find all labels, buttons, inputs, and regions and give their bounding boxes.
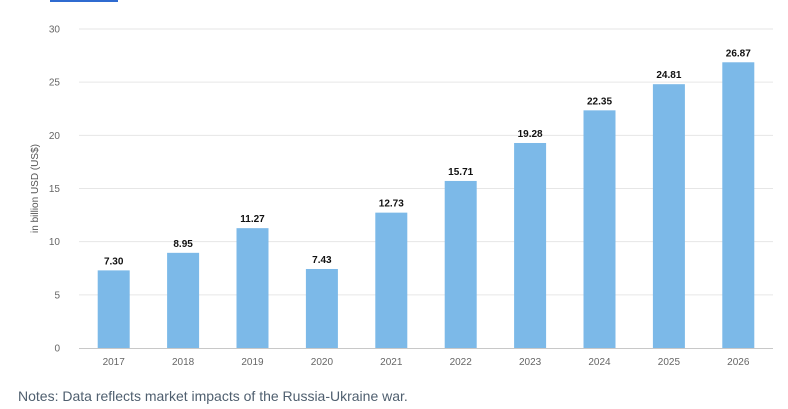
bars <box>97 62 755 348</box>
y-axis-title: in billion USD (US$) <box>30 144 41 233</box>
bar <box>583 110 616 348</box>
bar <box>97 270 130 348</box>
y-tick-label: 15 <box>49 184 61 195</box>
x-tick-label: 2021 <box>380 357 403 368</box>
bar <box>305 268 338 348</box>
x-tick-label: 2022 <box>450 357 473 368</box>
y-tick-label: 30 <box>49 25 61 36</box>
value-label: 11.27 <box>240 214 265 225</box>
value-label: 8.95 <box>173 239 193 250</box>
bar <box>375 212 408 348</box>
bar <box>236 228 269 348</box>
value-label: 26.87 <box>726 48 751 59</box>
bar <box>514 142 547 348</box>
chart-notes: Notes: Data reflects market impacts of t… <box>18 388 408 404</box>
x-tick-label: 2025 <box>658 357 681 368</box>
y-tick-label: 0 <box>54 344 60 355</box>
x-tick-label: 2017 <box>103 357 126 368</box>
x-tick-label: 2020 <box>311 357 334 368</box>
value-labels: 7.30 8.95 11.27 7.43 12.73 15.71 19.28 22.35 24.… <box>104 48 751 267</box>
value-label: 7.43 <box>312 255 332 266</box>
value-label: 24.81 <box>656 70 681 81</box>
value-label: 7.30 <box>104 256 124 267</box>
y-tick-label: 10 <box>49 237 61 248</box>
x-axis-ticks: 2017 2018 2019 2020 2021 2022 2023 2024 2025 2026 <box>103 357 750 368</box>
active-tab-indicator <box>50 0 118 2</box>
bar <box>652 84 685 348</box>
value-label: 19.28 <box>518 129 543 140</box>
x-tick-label: 2018 <box>172 357 195 368</box>
y-axis-ticks: 0 5 10 15 20 25 30 <box>49 25 61 355</box>
bar <box>167 252 200 348</box>
bar <box>722 62 755 348</box>
x-tick-label: 2026 <box>727 357 750 368</box>
value-label: 12.73 <box>379 199 404 210</box>
value-label: 22.35 <box>587 96 612 107</box>
value-label: 15.71 <box>448 167 473 178</box>
y-tick-label: 20 <box>49 131 61 142</box>
x-tick-label: 2023 <box>519 357 542 368</box>
x-tick-label: 2024 <box>588 357 611 368</box>
y-tick-label: 25 <box>49 78 61 89</box>
y-tick-label: 5 <box>54 290 60 301</box>
bar <box>444 180 477 348</box>
x-tick-label: 2019 <box>241 357 264 368</box>
